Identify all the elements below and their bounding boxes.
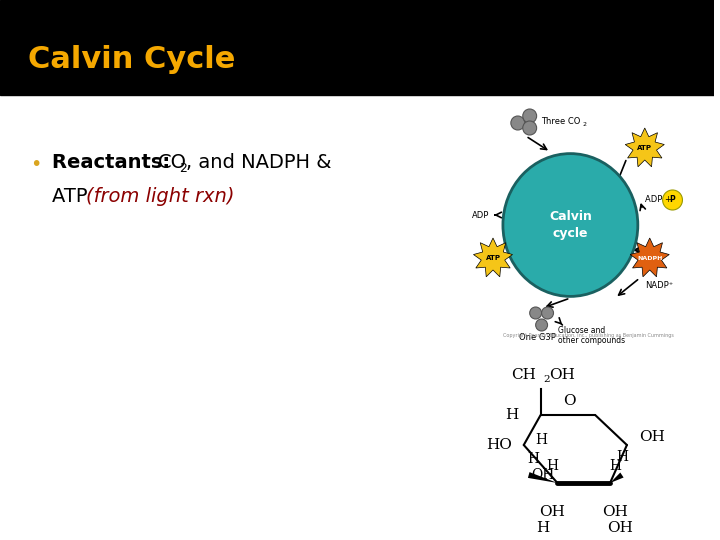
Text: Three CO: Three CO: [541, 118, 580, 126]
Text: Calvin Cycle: Calvin Cycle: [28, 45, 235, 75]
Circle shape: [523, 121, 536, 135]
Text: H: H: [609, 459, 621, 473]
Text: Copyright Pearson Education, Inc., publishing as Benjamin Cummings: Copyright Pearson Education, Inc., publi…: [503, 333, 674, 338]
Text: OH: OH: [549, 368, 575, 382]
Text: NADPH: NADPH: [637, 255, 662, 260]
Text: CO: CO: [158, 153, 186, 172]
Text: , and NADPH &: , and NADPH &: [186, 153, 332, 172]
Text: ADP: ADP: [472, 211, 489, 219]
Text: H: H: [616, 450, 628, 464]
Polygon shape: [528, 472, 557, 483]
Text: (from light rxn): (from light rxn): [86, 187, 235, 206]
Text: OH: OH: [539, 505, 565, 519]
Text: H: H: [546, 459, 559, 473]
Text: NADP⁺: NADP⁺: [645, 281, 673, 291]
Polygon shape: [630, 238, 670, 277]
Text: 2: 2: [544, 375, 550, 383]
Text: Glucose and
other compounds: Glucose and other compounds: [559, 326, 626, 346]
Text: Calvin: Calvin: [549, 211, 592, 224]
Text: H: H: [528, 452, 540, 466]
Circle shape: [511, 116, 525, 130]
Text: P: P: [670, 195, 675, 205]
Circle shape: [541, 307, 554, 319]
Text: cycle: cycle: [553, 226, 588, 240]
Circle shape: [662, 190, 683, 210]
Circle shape: [523, 109, 536, 123]
Text: HO: HO: [486, 438, 512, 452]
Text: One G3P: One G3P: [519, 334, 556, 342]
Text: 2: 2: [582, 123, 586, 127]
Text: O: O: [563, 394, 576, 408]
Ellipse shape: [503, 153, 638, 296]
Polygon shape: [625, 128, 665, 167]
Text: ADP +: ADP +: [645, 195, 672, 205]
Text: H: H: [536, 521, 549, 535]
Text: 2: 2: [179, 161, 187, 174]
Text: OH: OH: [602, 505, 628, 519]
Circle shape: [536, 319, 547, 331]
Text: OH: OH: [531, 468, 554, 482]
Text: CH: CH: [510, 368, 536, 382]
Text: OH: OH: [607, 521, 633, 535]
Text: Reactants:: Reactants:: [52, 153, 176, 172]
Text: ATP: ATP: [52, 187, 94, 206]
Text: ATP: ATP: [637, 145, 652, 151]
FancyBboxPatch shape: [0, 0, 714, 95]
Polygon shape: [474, 238, 513, 277]
Text: •: •: [30, 156, 41, 174]
Text: H: H: [505, 408, 519, 422]
Polygon shape: [610, 472, 624, 483]
Text: H: H: [536, 433, 548, 447]
Text: OH: OH: [639, 430, 665, 444]
Text: ATP: ATP: [485, 255, 500, 261]
Circle shape: [530, 307, 541, 319]
